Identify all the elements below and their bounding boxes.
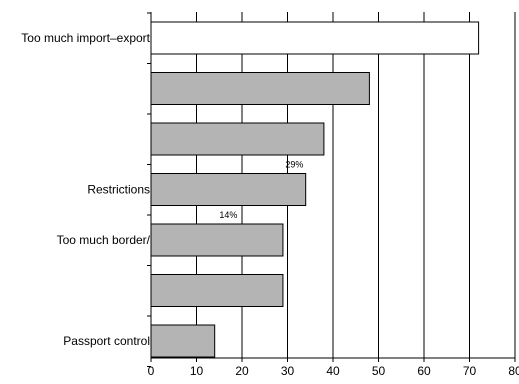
bar [150,173,307,206]
bar [150,324,216,358]
bar [150,223,284,257]
category-label: Too much import–export [21,31,150,45]
x-tick-label: 40 [326,364,340,378]
bar [150,122,325,156]
x-tick-label: 70 [463,364,477,378]
axes [147,12,516,367]
x-tick-labels: 0 10 20 30 40 50 60 70 80 [148,364,519,378]
bar [150,21,480,55]
x-tick-label: 0 [148,364,155,378]
category-labels: Too much import–export Restrictions Too mu… [21,31,150,348]
annotations: 29% 14% [219,160,303,221]
x-tick-label: 50 [372,364,386,378]
x-tick-label: 10 [190,364,204,378]
bar [150,72,370,105]
x-tick-label: 60 [417,364,431,378]
bar [150,274,284,307]
x-tick-label: 20 [235,364,249,378]
category-label: Restrictions [87,183,150,197]
category-label: Too much border/ [57,233,151,247]
annotation-label: 14% [219,210,237,220]
x-tick-label: 80 [508,364,519,378]
bars [150,21,480,358]
annotation-label: 29% [285,160,303,170]
category-label: Passport control [63,334,150,348]
x-tick-label: 30 [281,364,295,378]
